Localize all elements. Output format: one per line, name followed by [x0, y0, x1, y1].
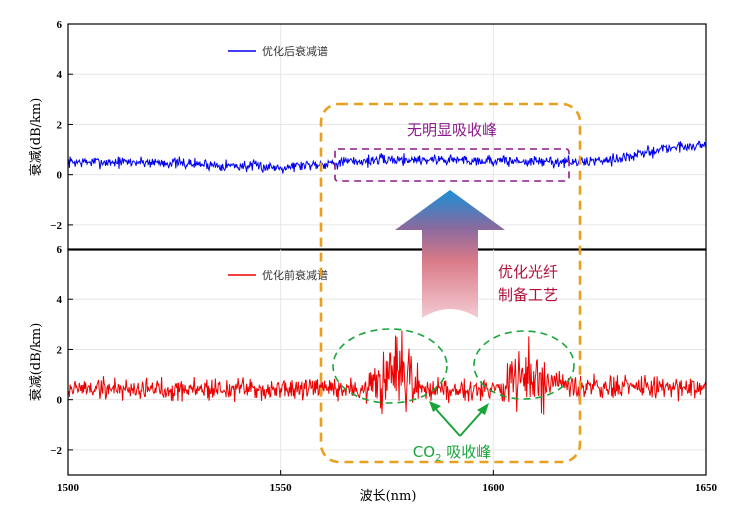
top-y-tick-label: −2 [50, 220, 62, 232]
bottom-y-tick-label: 2 [57, 344, 63, 356]
x-axis-title: 波长(nm) [360, 489, 417, 504]
top-y-ticks: −2 0 2 4 6 [50, 19, 73, 232]
bottom-y-tick: 2 [57, 344, 73, 356]
x-tick-label: 1550 [270, 482, 293, 494]
bottom-legend-label: 优化前衰减谱 [262, 268, 328, 282]
x-tick: 1550 [270, 470, 293, 494]
top-frame [67, 23, 707, 251]
bottom-y-tick-label: −2 [50, 445, 62, 457]
top-y-tick-label: 2 [57, 119, 63, 131]
process-arrow [395, 190, 505, 318]
bottom-y-tick: −2 [50, 445, 73, 457]
bottom-series-line [68, 330, 706, 415]
x-tick-label: 1500 [57, 482, 80, 494]
bottom-frame [67, 248, 707, 476]
bottom-grid [67, 248, 707, 475]
bottom-y-ticks: −2 0 2 4 6 [50, 244, 73, 457]
top-legend-label: 优化后衰减谱 [262, 44, 328, 58]
no-peak-box [334, 148, 570, 182]
process-label-line1: 优化光纤 [498, 263, 558, 281]
top-grid [67, 23, 707, 250]
top-y-tick: 4 [57, 69, 73, 81]
bottom-y-tick: 0 [57, 395, 73, 407]
process-highlight-box [319, 102, 582, 464]
top-y-tick-label: 0 [57, 170, 63, 182]
bottom-y-axis-title: 衰减(dB/km) [28, 323, 44, 402]
top-series-line [68, 140, 706, 174]
co2-suffix: 吸收峰 [441, 443, 491, 461]
top-y-tick-label: 6 [57, 19, 63, 31]
x-tick-label: 1600 [482, 482, 505, 494]
top-y-tick: −2 [50, 220, 73, 232]
co2-pointer-arrows [429, 401, 489, 437]
top-y-tick: 2 [57, 119, 73, 131]
co2-arrow-left-head [429, 401, 441, 412]
co2-arrow-right-head [477, 403, 489, 415]
x-tick-label: 1650 [695, 482, 718, 494]
co2-absorption-label: CO2 吸收峰 [413, 443, 491, 464]
x-tick: 1600 [482, 470, 505, 494]
co2-arrow-right [459, 408, 485, 437]
bottom-panel: −2 0 2 4 6 1500 1550 1600 1650 衰减(dB/km) 波长(nm)… [28, 244, 718, 504]
co2-peak-ellipse-right [473, 330, 575, 400]
top-panel: −2 0 2 4 6 衰减(dB/km) 优化后衰减谱 [28, 19, 707, 251]
no-peak-label: 无明显吸收峰 [407, 121, 497, 139]
top-y-tick-label: 4 [57, 69, 63, 81]
top-y-tick: 6 [57, 19, 73, 31]
bottom-y-tick: 4 [57, 294, 73, 306]
bottom-y-tick-label: 0 [57, 395, 63, 407]
top-y-tick: 0 [57, 170, 73, 182]
co2-subscript: 2 [435, 453, 441, 464]
bottom-y-tick-label: 4 [57, 294, 63, 306]
process-label-line2: 制备工艺 [498, 286, 558, 304]
top-y-axis-title: 衰减(dB/km) [28, 98, 44, 177]
co2-formula: CO [413, 443, 435, 461]
top-legend: 优化后衰减谱 [228, 44, 328, 58]
bottom-legend: 优化前衰减谱 [228, 268, 328, 282]
bottom-y-tick-label: 6 [57, 244, 63, 256]
co2-peak-ellipse-left [332, 328, 448, 404]
co2-arrow-left [433, 406, 461, 437]
